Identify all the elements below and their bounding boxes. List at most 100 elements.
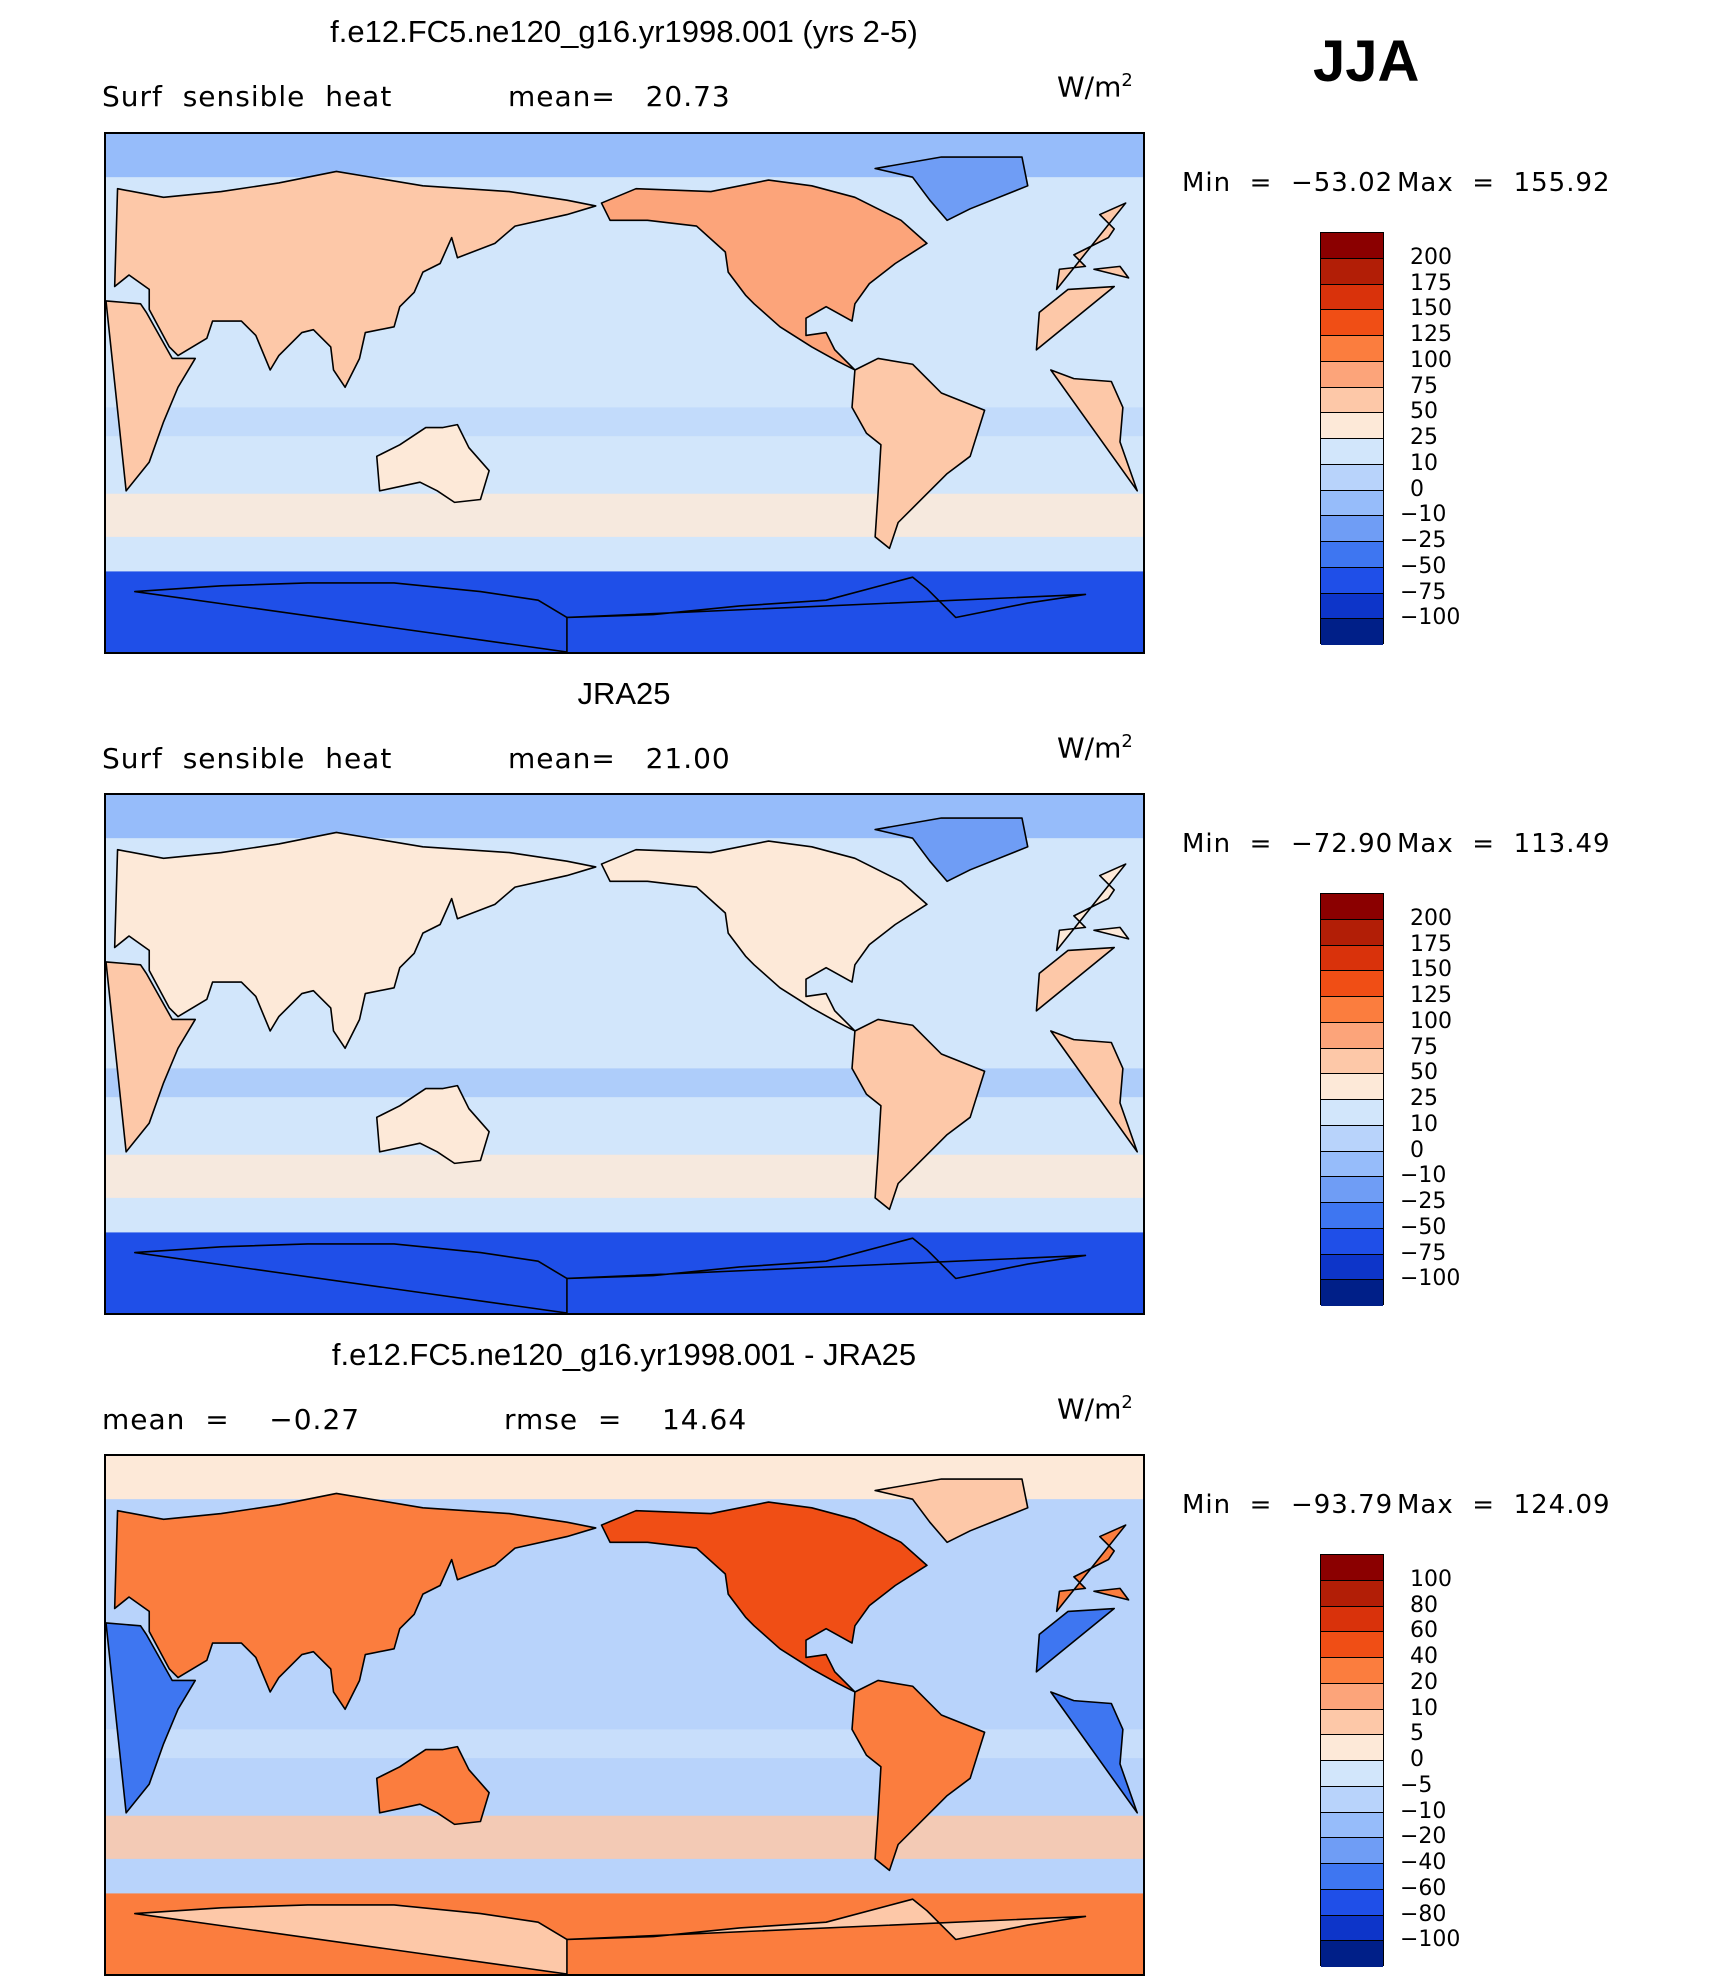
colorbar-box xyxy=(1321,284,1383,311)
colorbar-tick-label: 125 xyxy=(1410,983,1452,1008)
colorbar-box xyxy=(1321,1280,1383,1306)
colorbar-box xyxy=(1321,1735,1383,1761)
colorbar-tick-label: −50 xyxy=(1400,1214,1447,1240)
colorbar-tick-label: −25 xyxy=(1400,1189,1447,1214)
colorbar-box xyxy=(1321,1632,1383,1658)
colorbar-tick-label: −50 xyxy=(1400,553,1447,579)
eurasia-outline xyxy=(1093,1587,1130,1601)
greenland-outline xyxy=(874,817,1029,883)
panel-3-rmse: rmse = 14.64 xyxy=(504,1403,748,1436)
panel-1-units: W/m2 xyxy=(1057,70,1133,104)
panel-2-map-svg xyxy=(106,795,1143,1313)
colorbar-tick-label: 80 xyxy=(1410,1592,1438,1618)
australia-outline xyxy=(375,423,490,504)
colorbar-tick-label: 200 xyxy=(1410,244,1452,270)
panel-1-max: Max = 155.92 xyxy=(1397,168,1611,198)
colorbar-tick-label: −5 xyxy=(1400,1772,1433,1798)
colorbar-tick-label: −25 xyxy=(1400,528,1447,553)
south-america-outline xyxy=(851,1018,986,1211)
colorbar-box xyxy=(1321,1658,1383,1684)
colorbar-box xyxy=(1321,971,1383,997)
colorbar-box xyxy=(1321,1812,1383,1839)
south-america-outline xyxy=(851,357,986,550)
colorbar-box xyxy=(1321,894,1383,920)
colorbar-box xyxy=(1321,619,1383,645)
storm-track-band xyxy=(106,493,1143,537)
africa-outline xyxy=(106,1622,197,1814)
eurasia-outline xyxy=(1055,1524,1127,1613)
panel-3-min: Min = −93.79 xyxy=(1182,1490,1394,1520)
panel-3-map xyxy=(104,1454,1145,1976)
colorbar-tick-label: −80 xyxy=(1400,1901,1447,1927)
storm-track-band xyxy=(106,1154,1143,1198)
colorbar-tick-label: −10 xyxy=(1400,1798,1447,1824)
colorbar-tick-label: 10 xyxy=(1410,1695,1438,1721)
colorbar-box xyxy=(1321,258,1383,285)
colorbar-box xyxy=(1321,516,1383,542)
colorbar-box xyxy=(1321,439,1383,465)
panel-3-colorbar xyxy=(1320,1554,1384,1967)
colorbar-box xyxy=(1321,919,1383,946)
colorbar-box xyxy=(1321,1889,1383,1916)
colorbar-box xyxy=(1321,1048,1383,1075)
colorbar-tick-label: −10 xyxy=(1400,502,1447,528)
south-america-outline xyxy=(851,1679,986,1872)
panel-1-map xyxy=(104,132,1145,654)
colorbar-box xyxy=(1321,1580,1383,1607)
north-america-outline xyxy=(600,840,928,1032)
colorbar-box xyxy=(1321,1022,1383,1049)
colorbar-tick-label: 125 xyxy=(1410,322,1452,347)
greenland-outline xyxy=(874,156,1029,222)
colorbar-tick-label: −20 xyxy=(1400,1824,1447,1850)
colorbar-box xyxy=(1321,1683,1383,1710)
panel-3-units: W/m2 xyxy=(1057,1392,1133,1426)
panel-2-max: Max = 113.49 xyxy=(1397,829,1611,859)
colorbar-box xyxy=(1321,1761,1383,1787)
africa-outline xyxy=(106,961,197,1153)
colorbar-tick-label: −10 xyxy=(1400,1163,1447,1189)
colorbar-tick-label: 175 xyxy=(1410,931,1452,957)
africa-outline xyxy=(1035,1607,1116,1673)
colorbar-tick-label: −40 xyxy=(1400,1850,1447,1875)
colorbar-box xyxy=(1321,1709,1383,1736)
colorbar-box xyxy=(1321,1177,1383,1203)
panel-1-colorbar xyxy=(1320,232,1384,645)
tropical-band xyxy=(106,1729,1143,1759)
colorbar-tick-label: 10 xyxy=(1410,450,1438,476)
panel-3-mean: mean = −0.27 xyxy=(102,1403,361,1436)
colorbar-box xyxy=(1321,1228,1383,1255)
tropical-band xyxy=(106,407,1143,437)
colorbar-box xyxy=(1321,1125,1383,1152)
colorbar-box xyxy=(1321,1074,1383,1100)
colorbar-tick-label: 200 xyxy=(1410,905,1452,931)
colorbar-tick-label: 60 xyxy=(1410,1618,1438,1644)
colorbar-tick-label: −100 xyxy=(1400,1927,1461,1953)
colorbar-tick-label: 150 xyxy=(1410,957,1452,983)
panel-2-units: W/m2 xyxy=(1057,731,1133,765)
colorbar-tick-label: 20 xyxy=(1410,1669,1438,1695)
colorbar-tick-label: 0 xyxy=(1410,1747,1424,1772)
colorbar-box xyxy=(1321,1555,1383,1581)
colorbar-box xyxy=(1321,310,1383,336)
colorbar-box xyxy=(1321,336,1383,362)
eurasia-outline xyxy=(1055,863,1127,952)
eurasia-outline xyxy=(113,831,597,1050)
colorbar-tick-label: −75 xyxy=(1400,579,1447,605)
panel-2-mean: mean= 21.00 xyxy=(508,742,731,775)
australia-outline xyxy=(375,1084,490,1165)
colorbar-tick-label: 10 xyxy=(1410,1111,1438,1137)
antarctica-outline xyxy=(133,1243,568,1313)
colorbar-tick-label: −75 xyxy=(1400,1240,1447,1266)
eurasia-outline xyxy=(113,170,597,389)
colorbar-tick-label: 25 xyxy=(1410,425,1438,450)
colorbar-box xyxy=(1321,1864,1383,1890)
tropical-band xyxy=(106,1068,1143,1098)
antarctica-outline xyxy=(566,1898,1087,1941)
antarctica-outline xyxy=(133,582,568,652)
colorbar-box xyxy=(1321,1151,1383,1178)
colorbar-box xyxy=(1321,361,1383,388)
panel-3-max: Max = 124.09 xyxy=(1397,1490,1611,1520)
colorbar-box xyxy=(1321,1100,1383,1126)
australia-outline xyxy=(375,1745,490,1826)
colorbar-tick-label: −60 xyxy=(1400,1875,1447,1901)
